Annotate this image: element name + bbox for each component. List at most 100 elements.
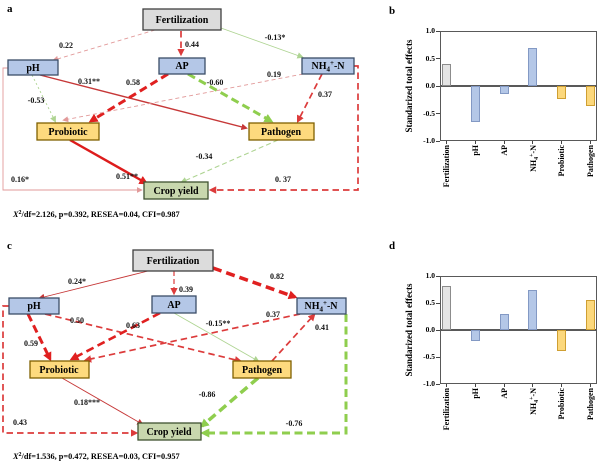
edge-a-fert-ph: [52, 29, 156, 62]
coef-c-ph-pathogen: 0.50: [70, 316, 84, 325]
coef-a-ph-pathogen: 0.31**: [78, 77, 100, 86]
coef-c-ap-probiotic: 0.63: [126, 321, 140, 330]
edge-a-ap-pathogen: [187, 72, 274, 123]
node-a-ap-box: [158, 57, 206, 75]
edge-a-nh4-probiotic: [62, 73, 304, 123]
node-a-nh4-box: [301, 57, 355, 75]
y-tick: [436, 329, 440, 331]
x-tick: [474, 141, 476, 144]
coef-a-ph-crop: 0.16*: [11, 175, 29, 184]
edge-c-ap-pathogen: [173, 312, 260, 362]
coef-a-nh4-probiotic: 0.19: [267, 70, 281, 79]
sem-diagram-a: Fertilization pH AP NH4+-N Probiotic Pat…: [2, 8, 359, 219]
coef-a-nh4-pathogen: 0.37: [318, 90, 332, 99]
edge-c-probiotic-crop: [61, 377, 144, 425]
node-a-fertilization-box: [142, 8, 222, 31]
fit-statistics-a: X2/df=2.126, p=0.392, RESEA=0.04, CFI=0.…: [12, 210, 180, 219]
zero-line: [440, 85, 597, 87]
y-tick: [436, 113, 440, 114]
x-tick: [532, 384, 534, 387]
coef-c-ap-pathogen: -0.15**: [206, 319, 231, 328]
x-tick: [503, 141, 505, 144]
coef-a-ap-pathogen: -0.60: [207, 78, 224, 87]
node-a-crop-label: Crop yield: [153, 186, 199, 197]
node-c-probiotic-label: Probiotic: [39, 365, 79, 376]
node-c-probiotic-box: [29, 360, 90, 379]
coef-c-probiotic-crop: 0.18***: [74, 398, 100, 407]
edge-c-ph-pathogen: [44, 313, 243, 364]
node-c-ph-label: pH: [27, 301, 41, 312]
coef-c-fert-nh4: 0.82: [270, 272, 284, 281]
bar-pH: [470, 86, 480, 122]
y-tick: [436, 356, 440, 358]
edge-c-fert-ph: [38, 270, 149, 301]
y-tick: [436, 383, 440, 385]
edge-c-ph-probiotic: [26, 313, 52, 362]
edge-a-nh4-crop: [208, 65, 359, 194]
zero-line: [440, 329, 597, 331]
sem-c-nodes: Fertilization pH AP NH4+-N Probiotic Pat…: [8, 249, 347, 441]
node-a-fertilization-label: Fertilization: [156, 15, 209, 26]
y-tick: [436, 58, 440, 59]
node-c-ph-box: [8, 297, 60, 315]
sem-diagram-c: Fertilization pH AP NH4+-N Probiotic Pat…: [2, 249, 348, 461]
edge-a-pathogen-crop: [180, 139, 279, 184]
edge-a-nh4-pathogen: [296, 73, 323, 124]
coef-a-ph-probiotic: -0.53: [28, 96, 45, 105]
coef-c-ph-crop: 0.43: [13, 418, 27, 427]
node-a-pathogen-box: [248, 122, 315, 141]
x-tick: [532, 141, 534, 144]
edge-c-ap-probiotic: [69, 311, 161, 361]
coef-c-pathogen-nh4: 0.41: [315, 323, 329, 332]
y-tick: [436, 30, 440, 32]
x-tick: [590, 384, 591, 387]
coef-c-fert-ph: 0.24*: [68, 277, 86, 286]
node-c-crop-label: Crop yield: [146, 427, 192, 438]
bar-Fertilization: [442, 285, 451, 330]
panel-label-d: d: [389, 240, 396, 252]
edge-a-ap-probiotic: [88, 72, 169, 123]
node-c-nh4-box: [296, 297, 347, 315]
y-tick-label: 1.0: [425, 271, 435, 280]
x-category-label: pH: [470, 388, 480, 399]
edge-a-ph-pathogen: [39, 74, 248, 131]
node-a-nh4-label: NH4+-N: [311, 59, 345, 74]
coef-a-fert-nh4: -0.13*: [265, 33, 286, 42]
bar-Probiotic: [557, 330, 567, 351]
edge-c-nh4-crop: [200, 314, 348, 438]
bar-Probiotic: [557, 86, 567, 99]
x-tick: [446, 141, 447, 144]
edge-c-ph-crop: [2, 305, 139, 437]
coef-c-pathogen-crop: -0.86: [199, 390, 216, 399]
edge-c-pathogen-crop: [199, 376, 260, 428]
coef-c-fert-ap: 0.39: [179, 285, 193, 294]
edge-c-nh4-probiotic: [83, 313, 301, 363]
x-category-label: Fertilization: [442, 388, 451, 431]
x-tick: [503, 384, 505, 387]
y-axis-label: Standarized total effects: [404, 283, 414, 377]
node-c-ap-box: [151, 295, 197, 314]
x-category-label: Probiotic: [557, 388, 567, 420]
node-c-pathogen-box: [232, 360, 292, 379]
coef-a-fert-ap: 0.44: [185, 40, 199, 49]
x-category-label: AP: [499, 388, 509, 399]
bar-NH4+-N: [528, 289, 538, 330]
node-a-ph-label: pH: [26, 63, 40, 74]
edge-c-fert-nh4: [212, 266, 298, 300]
edge-a-fert-nh4: [220, 27, 304, 59]
fit-statistics-c: X2/df=1.536, p=0.472, RESEA=0.03, CFI=0.…: [12, 452, 180, 461]
edge-a-ph-crop: [2, 67, 143, 193]
node-a-probiotic-box: [36, 122, 100, 141]
x-tick: [561, 384, 563, 387]
coef-c-nh4-probiotic: 0.37: [266, 310, 280, 319]
y-tick-label: 0.0: [425, 325, 435, 334]
x-tick: [561, 141, 563, 144]
bar-Pathogen: [586, 300, 595, 330]
edge-a-probiotic-crop: [69, 138, 149, 185]
x-category-label: NH4+-N: [529, 388, 541, 415]
node-c-fertilization-label: Fertilization: [147, 256, 200, 267]
node-a-probiotic-label: Probiotic: [48, 127, 88, 138]
